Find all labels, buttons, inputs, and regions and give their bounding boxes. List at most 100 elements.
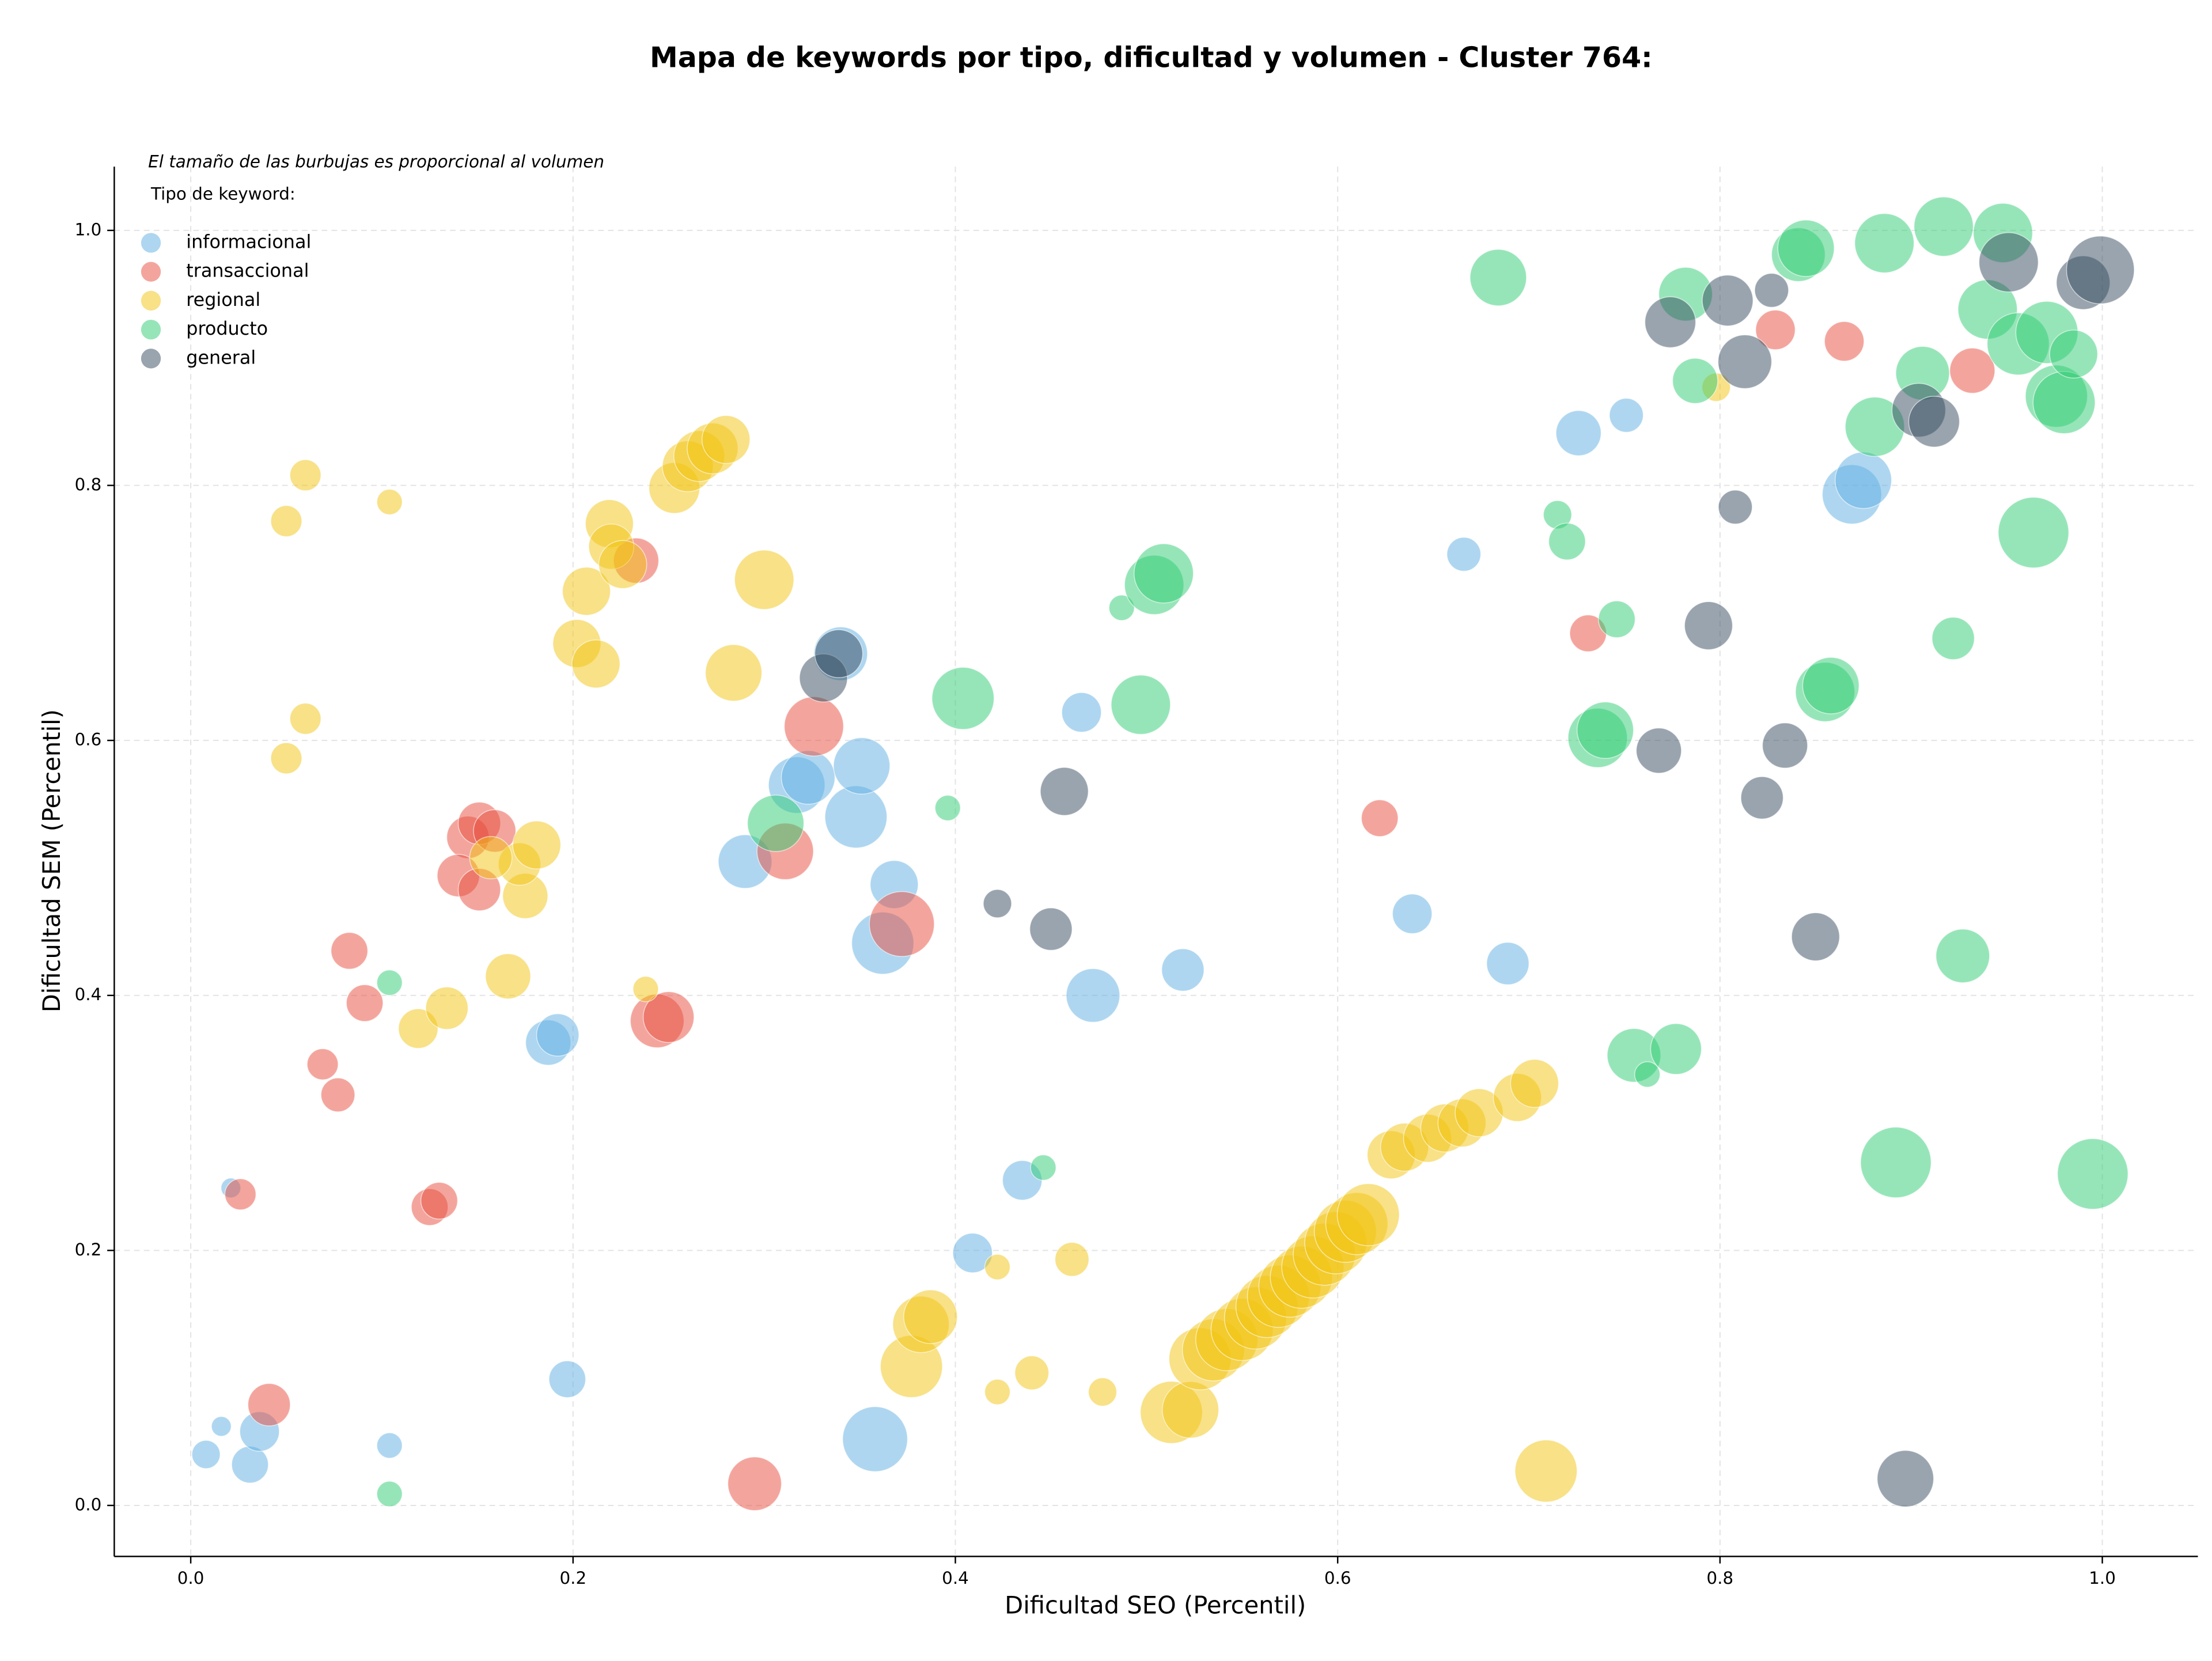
bubble bbox=[346, 984, 384, 1022]
axes: 0.0 0.2 0.4 0.6 0.8 1.0 0.0 0.2 0.4 0.6 0.8 1.0 bbox=[75, 167, 2198, 1588]
bubble bbox=[598, 540, 647, 589]
bubble bbox=[1644, 296, 1696, 349]
bubble bbox=[1161, 948, 1205, 992]
bubble bbox=[2066, 236, 2135, 305]
bubble bbox=[1949, 347, 1995, 394]
bubble bbox=[376, 489, 403, 516]
bubble bbox=[1634, 1061, 1661, 1088]
bubble bbox=[727, 1456, 782, 1511]
bubble bbox=[330, 932, 369, 970]
legend-title: Tipo de keyword: bbox=[150, 184, 296, 204]
bubble bbox=[420, 1182, 459, 1220]
bubble bbox=[469, 836, 513, 880]
legend-label: regional bbox=[186, 289, 260, 311]
bubble bbox=[289, 702, 321, 735]
bubble bbox=[1469, 249, 1527, 307]
bubble bbox=[983, 889, 1012, 918]
bubble bbox=[814, 629, 863, 679]
legend-marker bbox=[141, 233, 161, 253]
bubble bbox=[270, 505, 302, 538]
bubble bbox=[1030, 1154, 1056, 1181]
bubble bbox=[1446, 536, 1482, 572]
bubble bbox=[1555, 410, 1602, 456]
bubble bbox=[1908, 396, 1960, 448]
bubble bbox=[2032, 371, 2096, 434]
bubble bbox=[376, 1432, 403, 1459]
legend-marker bbox=[141, 290, 161, 311]
bubble bbox=[191, 1440, 221, 1469]
x-tick-label: 0.0 bbox=[177, 1568, 204, 1588]
bubble bbox=[1931, 616, 1975, 660]
bubble bbox=[1672, 358, 1718, 404]
bubble bbox=[2057, 1138, 2128, 1210]
bubble bbox=[1978, 232, 2039, 293]
bubble bbox=[1108, 595, 1135, 621]
bubble bbox=[1718, 490, 1753, 525]
bubble bbox=[1740, 776, 1784, 820]
bubble bbox=[934, 794, 961, 822]
bubble bbox=[781, 750, 836, 805]
bubble bbox=[824, 785, 888, 849]
legend-marker bbox=[141, 262, 161, 282]
legend-label: producto bbox=[186, 317, 268, 339]
bubble bbox=[1877, 1450, 1934, 1508]
y-tick-label: 0.4 bbox=[75, 985, 102, 1004]
bubble bbox=[1336, 1183, 1400, 1247]
bubble bbox=[747, 794, 805, 852]
bubble bbox=[1111, 675, 1171, 735]
y-axis-label: Dificultad SEM (Percentil) bbox=[37, 709, 66, 1012]
bubble bbox=[734, 550, 794, 610]
bubble bbox=[952, 1232, 993, 1273]
bubble bbox=[320, 1077, 355, 1113]
legend-label: informacional bbox=[186, 231, 311, 253]
bubble bbox=[1824, 321, 1865, 362]
bubble bbox=[1860, 1126, 1932, 1198]
bubble bbox=[247, 1383, 291, 1427]
bubble bbox=[270, 742, 302, 774]
bubble bbox=[1717, 334, 1772, 389]
bubble bbox=[1777, 220, 1835, 277]
bubble bbox=[512, 820, 562, 869]
bubble bbox=[1486, 941, 1530, 985]
bubble bbox=[1040, 767, 1089, 816]
legend-label: transaccional bbox=[186, 260, 309, 282]
bubble bbox=[984, 1379, 1011, 1405]
bubble bbox=[376, 1481, 403, 1507]
legend-marker bbox=[141, 349, 161, 369]
x-tick-label: 1.0 bbox=[2089, 1568, 2116, 1588]
bubble bbox=[1854, 213, 1915, 274]
bubble bbox=[1066, 968, 1120, 1023]
bubble bbox=[1361, 799, 1399, 837]
legend-marker bbox=[141, 319, 161, 340]
y-tick-label: 0.8 bbox=[75, 475, 102, 494]
bubble bbox=[1936, 928, 1990, 983]
bubble bbox=[376, 969, 403, 996]
bubble bbox=[1702, 274, 1753, 327]
chart-title: Mapa de keywords por tipo, dificultad y … bbox=[650, 41, 1653, 74]
bubble bbox=[642, 991, 695, 1043]
x-tick-label: 0.6 bbox=[1324, 1568, 1351, 1588]
x-tick-label: 0.4 bbox=[942, 1568, 969, 1588]
bubble bbox=[783, 696, 844, 756]
y-tick-label: 0.2 bbox=[75, 1240, 102, 1259]
bubble bbox=[1791, 912, 1840, 962]
bubble bbox=[1598, 600, 1636, 638]
bubble bbox=[984, 1254, 1011, 1280]
bubble bbox=[548, 1360, 586, 1398]
bubble bbox=[1392, 894, 1433, 934]
bubble bbox=[289, 459, 321, 491]
bubble bbox=[1514, 1439, 1578, 1503]
legend: El tamaño de las burbujas es proporciona… bbox=[141, 152, 604, 369]
bubble bbox=[903, 1289, 958, 1344]
x-tick-label: 0.8 bbox=[1707, 1568, 1734, 1588]
bubble bbox=[1029, 907, 1073, 951]
bubble bbox=[1755, 309, 1796, 350]
bubble bbox=[1161, 1381, 1219, 1439]
bubble bbox=[536, 1013, 579, 1057]
x-axis-label: Dificultad SEO (Percentil) bbox=[1005, 1591, 1306, 1620]
bubble bbox=[485, 953, 531, 1000]
bubble bbox=[1548, 523, 1586, 561]
bubble bbox=[1134, 543, 1194, 604]
